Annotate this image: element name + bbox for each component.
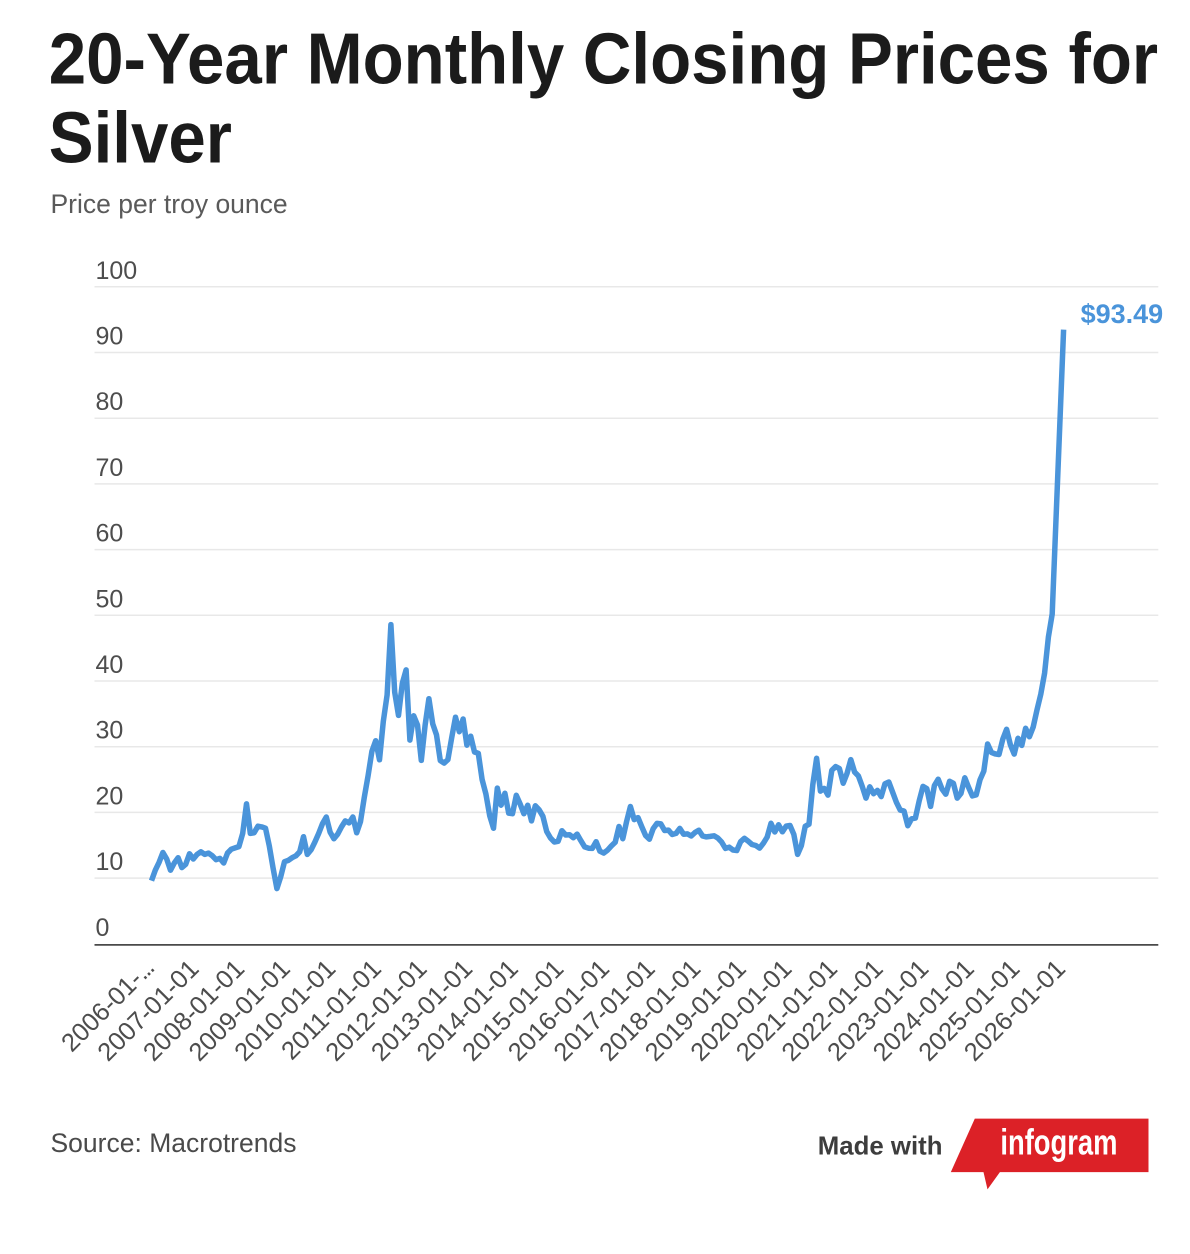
svg-text:50: 50 [96,585,124,613]
svg-text:infogram: infogram [1000,1122,1117,1163]
svg-text:40: 40 [96,651,124,679]
svg-text:0: 0 [96,914,110,942]
svg-text:20-Year Monthly Closing Prices: 20-Year Monthly Closing Prices for [49,18,1158,99]
svg-text:70: 70 [96,454,124,482]
svg-text:Silver: Silver [49,97,232,178]
svg-text:10: 10 [96,848,124,876]
svg-text:30: 30 [96,717,124,745]
svg-text:Price per troy ounce: Price per troy ounce [51,189,288,219]
svg-text:Source: Macrotrends: Source: Macrotrends [51,1128,297,1158]
svg-text:20: 20 [96,782,124,810]
svg-text:Made with: Made with [818,1132,943,1160]
svg-text:60: 60 [96,520,124,548]
svg-text:80: 80 [96,388,124,416]
svg-text:90: 90 [96,323,124,351]
svg-text:100: 100 [96,257,138,285]
svg-text:$93.49: $93.49 [1081,299,1164,329]
